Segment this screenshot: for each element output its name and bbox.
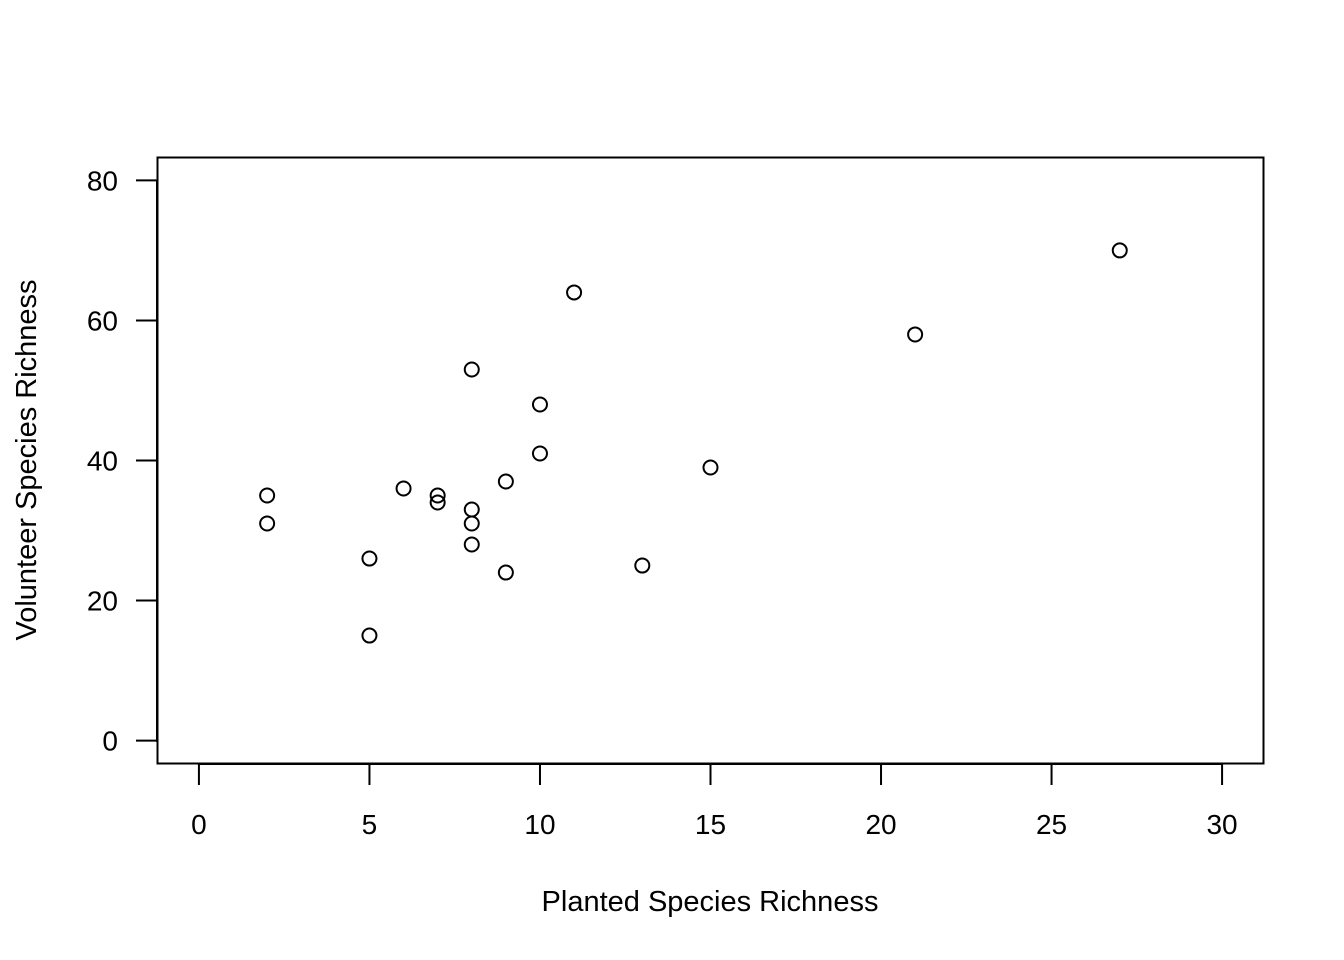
x-axis: 0 5 10 15 20 25 30: [191, 763, 1238, 840]
x-tick-label: 25: [1036, 809, 1067, 840]
y-axis-title: Volunteer Species Richness: [11, 279, 43, 640]
data-point: [531, 445, 548, 462]
data-point: [429, 487, 446, 504]
data-point: [497, 564, 514, 581]
data-point: [1111, 242, 1128, 259]
data-point: [259, 487, 276, 504]
data-point: [463, 515, 480, 532]
x-tick-label: 10: [524, 809, 555, 840]
y-tick-label: 20: [87, 586, 118, 617]
y-tick-label: 80: [87, 165, 118, 196]
data-point: [361, 550, 378, 567]
data-point: [463, 361, 480, 378]
y-axis: 0 20 40 60 80: [87, 165, 158, 757]
data-point: [463, 536, 480, 553]
x-tick-label: 20: [865, 809, 896, 840]
x-tick-label: 15: [695, 809, 726, 840]
data-point: [429, 494, 446, 511]
data-point: [497, 473, 514, 490]
x-tick-label: 5: [362, 809, 378, 840]
data-point: [395, 480, 412, 497]
y-tick-label: 60: [87, 305, 118, 336]
data-point: [907, 326, 924, 343]
data-point: [463, 501, 480, 518]
y-tick-label: 0: [102, 726, 118, 757]
data-point: [634, 557, 651, 574]
y-tick-label: 40: [87, 446, 118, 477]
data-point: [531, 396, 548, 413]
x-tick-label: 30: [1206, 809, 1237, 840]
data-point: [702, 459, 719, 476]
x-axis-title: Planted Species Richness: [542, 886, 879, 918]
data-point: [259, 515, 276, 532]
data-point: [361, 627, 378, 644]
data-point: [566, 284, 583, 301]
x-tick-label: 0: [191, 809, 207, 840]
data-points: [259, 242, 1128, 644]
